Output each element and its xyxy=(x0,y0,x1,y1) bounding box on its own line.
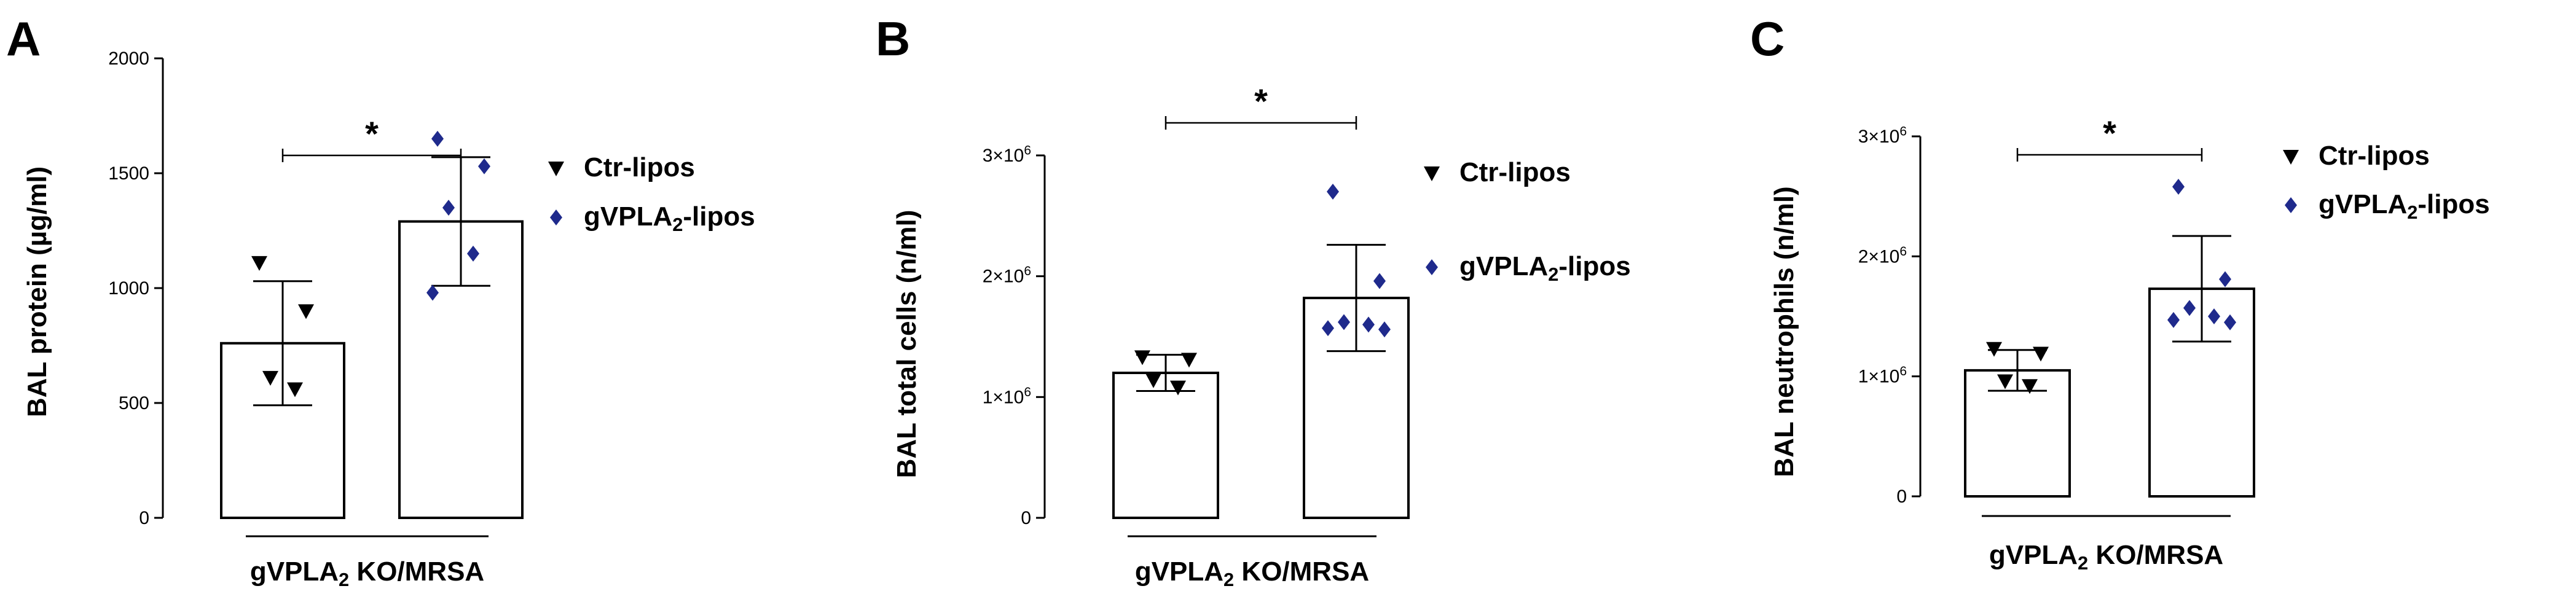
y-tick-label: 1×106 xyxy=(1858,364,1907,387)
data-point xyxy=(1362,316,1375,333)
data-point xyxy=(287,382,303,397)
data-point xyxy=(1170,380,1186,396)
y-tick-label: 1500 xyxy=(108,163,149,184)
significance-marker: * xyxy=(365,114,379,153)
data-point xyxy=(262,370,278,386)
panel-c: C 0 1×106 2×106 3×106 BAL neutrophils (n/ml) *… xyxy=(1750,12,2490,574)
data-point xyxy=(2022,379,2038,394)
y-tick-label: 2000 xyxy=(108,49,149,69)
data-point xyxy=(251,256,267,271)
panel-letter: B xyxy=(876,12,910,66)
x-axis-group-label: gVPLA2 KO/MRSA xyxy=(1989,540,2223,574)
legend-label: Ctr-lipos xyxy=(2319,141,2430,171)
panel-letter: A xyxy=(6,12,41,66)
x-axis-group-label: gVPLA2 KO/MRSA xyxy=(250,557,484,590)
y-axis-title: BAL protein (µg/ml) xyxy=(22,166,52,417)
data-point xyxy=(1986,342,2002,357)
significance-marker: * xyxy=(2103,114,2116,152)
legend-label: gVPLA2-lipos xyxy=(2319,189,2490,223)
data-point xyxy=(1338,314,1350,330)
legend-label: Ctr-lipos xyxy=(584,152,695,182)
y-tick-label: 0 xyxy=(1021,508,1031,528)
y-tick-label: 1×106 xyxy=(983,385,1031,408)
data-point xyxy=(2033,346,2049,362)
legend-marker-diamond xyxy=(1426,259,1438,275)
data-point xyxy=(2224,314,2236,330)
data-point xyxy=(1322,320,1334,337)
y-tick-label: 0 xyxy=(1896,487,1907,507)
legend-label: Ctr-lipos xyxy=(1459,157,1571,187)
legend-marker-triangle xyxy=(1424,166,1440,181)
panel-b: B 0 1×106 2×106 3×106 BAL total cells (n/ml) *… xyxy=(876,12,1631,590)
data-point xyxy=(1327,184,1339,200)
data-point xyxy=(2208,308,2220,324)
bar-ctr-lipos xyxy=(1112,372,1219,519)
y-tick-label: 1000 xyxy=(108,278,149,299)
data-point xyxy=(2183,300,2196,316)
panel-a: A 0 500 1000 1500 2000 BAL protein (µg/ml) * gVP… xyxy=(6,12,755,590)
legend-label: gVPLA2-lipos xyxy=(584,201,755,235)
x-axis-group-label: gVPLA2 KO/MRSA xyxy=(1135,557,1369,590)
data-point xyxy=(1378,321,1391,338)
legend-label: gVPLA2-lipos xyxy=(1459,251,1631,285)
data-point xyxy=(1134,350,1150,366)
data-point xyxy=(1997,374,2013,389)
y-axis-title: BAL total cells (n/ml) xyxy=(892,210,922,479)
data-point xyxy=(1181,353,1197,368)
data-point xyxy=(1145,373,1161,388)
data-point xyxy=(442,200,455,216)
significance-marker: * xyxy=(1254,82,1268,120)
data-point xyxy=(1373,273,1386,289)
y-tick-label: 500 xyxy=(119,393,149,413)
data-point xyxy=(2172,179,2185,195)
legend-marker-triangle xyxy=(548,162,564,176)
data-point xyxy=(298,304,314,319)
legend-marker-diamond xyxy=(2285,197,2297,213)
data-point xyxy=(467,245,479,262)
data-point xyxy=(2167,311,2180,328)
y-axis-title: BAL neutrophils (n/ml) xyxy=(1769,186,1799,477)
y-tick-label: 3×106 xyxy=(1858,124,1907,147)
legend-marker-diamond xyxy=(550,209,562,225)
data-point xyxy=(426,284,439,301)
y-tick-label: 0 xyxy=(139,508,149,528)
data-point xyxy=(2219,271,2231,287)
y-tick-label: 2×106 xyxy=(1858,244,1907,267)
data-point xyxy=(431,130,444,147)
y-tick-label: 3×106 xyxy=(983,143,1031,166)
y-tick-label: 2×106 xyxy=(983,264,1031,287)
legend-marker-triangle xyxy=(2283,150,2299,165)
data-point xyxy=(478,158,490,174)
panel-letter: C xyxy=(1750,12,1785,66)
